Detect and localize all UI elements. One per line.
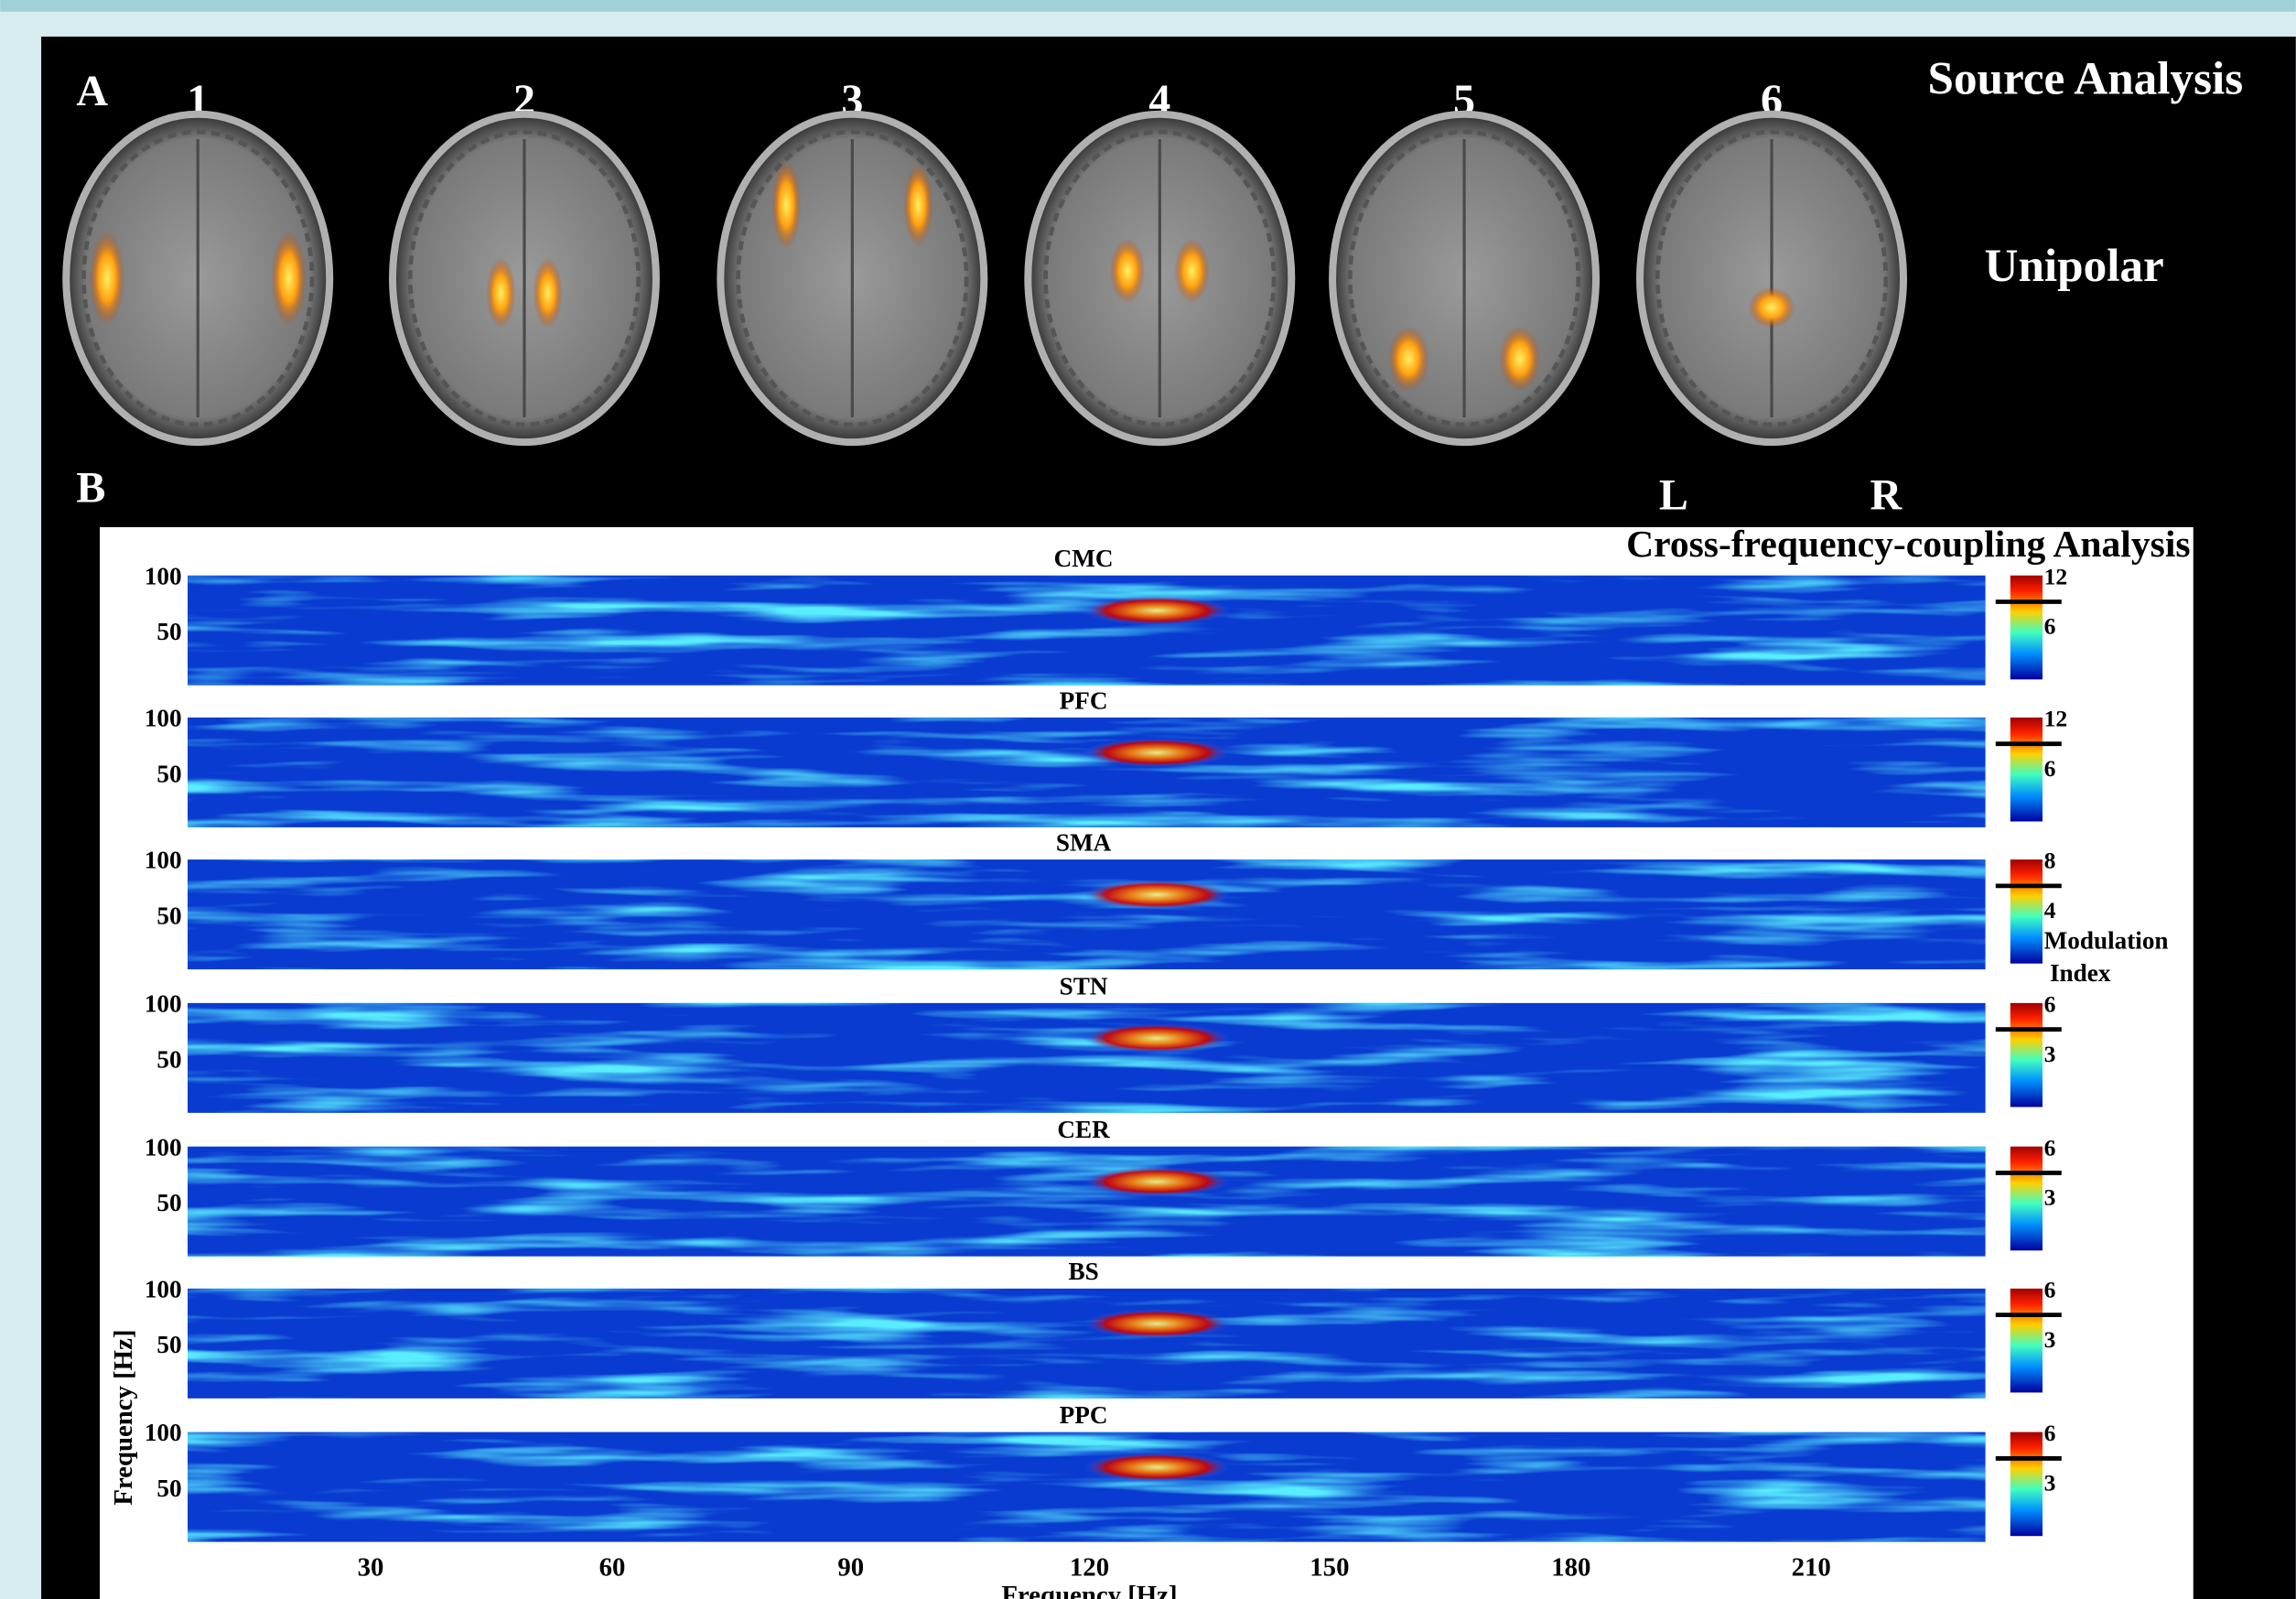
panel-title: Source Analysis — [1928, 52, 2244, 104]
orientation-label: R — [1870, 471, 1903, 520]
colorbar-tick-label: 12 — [2044, 563, 2068, 589]
colorbar — [2010, 859, 2043, 964]
x-tick-label: 210 — [1792, 1552, 1831, 1582]
y-tick-label: 50 — [156, 1045, 181, 1073]
y-tick-label: 50 — [156, 1189, 181, 1216]
colorbar — [2010, 1146, 2043, 1251]
activation-blob — [271, 231, 307, 326]
y-tick-label: 50 — [156, 902, 181, 929]
heatmap-texture — [188, 575, 1986, 686]
row-title: CER — [1057, 1116, 1110, 1143]
y-tick-label: 100 — [145, 562, 182, 589]
colorbar-label: Modulation — [2044, 927, 2169, 955]
y-tick-label: 50 — [156, 760, 181, 787]
activation-blob — [533, 257, 563, 329]
heatmap-texture — [188, 1146, 1986, 1257]
x-axis-label: Frequency [Hz] — [1001, 1581, 1177, 1599]
colorbar-tick-label: 6 — [2044, 1420, 2056, 1446]
heatmap-hotspot — [1083, 1167, 1231, 1197]
heatmap-hotspot — [1083, 1453, 1231, 1483]
colorbar — [2010, 575, 2043, 680]
x-tick-label: 90 — [837, 1552, 864, 1582]
panel-title: Cross-frequency-coupling Analysis — [1626, 523, 2190, 565]
activation-blob — [89, 231, 125, 326]
row-title: SMA — [1056, 828, 1112, 856]
heatmap-texture — [188, 717, 1986, 827]
colorbar-label: Index — [2050, 959, 2111, 987]
heatmap-texture — [188, 1432, 1986, 1542]
y-tick-label: 100 — [145, 1419, 182, 1446]
heatmap-texture — [188, 859, 1986, 970]
colorbar-tick-label: 8 — [2044, 848, 2056, 874]
panel-subtitle: Unipolar — [1985, 240, 2164, 292]
x-tick-label: 180 — [1551, 1552, 1590, 1582]
orientation-label: L — [1659, 471, 1688, 520]
y-tick-label: 100 — [145, 705, 182, 732]
colorbar-tick-label: 12 — [2044, 706, 2068, 732]
row-title: CMC — [1054, 545, 1114, 572]
brain-inner — [1043, 129, 1277, 427]
colorbar-tick-label: 4 — [2044, 897, 2056, 924]
colorbar-tick-label: 3 — [2044, 1184, 2056, 1211]
colorbar-tick-label: 6 — [2044, 613, 2056, 640]
y-tick-label: 100 — [145, 847, 182, 874]
activation-blob — [1748, 286, 1795, 329]
row-title: PPC — [1060, 1401, 1108, 1429]
panel-letter: B — [76, 464, 105, 513]
heatmap-texture — [188, 1288, 1986, 1399]
activation-blob — [1109, 238, 1146, 304]
y-tick-label: 100 — [145, 1133, 182, 1161]
row-title: PFC — [1060, 686, 1108, 714]
colorbar-tick-label: 3 — [2044, 1326, 2056, 1353]
y-tick-label: 50 — [156, 1331, 181, 1358]
brain-inner — [1655, 129, 1889, 427]
activation-blob — [486, 257, 516, 329]
y-tick-label: 100 — [145, 1275, 182, 1302]
y-tick-label: 50 — [156, 1475, 181, 1502]
colorbar-tick-label: 6 — [2044, 990, 2056, 1017]
heatmap-hotspot — [1083, 1309, 1231, 1339]
x-tick-label: 120 — [1070, 1552, 1109, 1582]
heatmap-hotspot — [1083, 880, 1231, 910]
colorbar-tick-label: 6 — [2044, 755, 2056, 782]
brain-inner — [81, 129, 315, 427]
activation-blob — [771, 160, 802, 249]
y-tick-label: 50 — [156, 618, 181, 645]
colorbar-tick-label: 3 — [2044, 1041, 2056, 1067]
colorbar — [2010, 717, 2043, 822]
x-tick-label: 60 — [599, 1552, 626, 1582]
y-tick-label: 100 — [145, 989, 182, 1017]
heatmap-hotspot — [1083, 738, 1231, 768]
brain-inner — [1347, 129, 1581, 427]
heatmap-hotspot — [1083, 1023, 1231, 1053]
colorbar-tick-label: 6 — [2044, 1134, 2056, 1161]
y-axis-label: Frequency [Hz] — [109, 1330, 138, 1506]
activation-blob — [903, 164, 933, 246]
activation-blob — [1387, 326, 1429, 392]
heatmap-texture — [188, 1002, 1986, 1113]
top-bar — [0, 0, 2296, 12]
colorbar — [2010, 1002, 2043, 1107]
brain-inner — [736, 129, 969, 427]
colorbar — [2010, 1288, 2043, 1393]
row-title: BS — [1068, 1258, 1098, 1285]
row-title: STN — [1060, 972, 1108, 999]
colorbar-tick-label: 3 — [2044, 1470, 2056, 1496]
activation-blob — [1499, 326, 1541, 392]
heatmap-hotspot — [1083, 596, 1231, 626]
x-tick-label: 30 — [358, 1552, 384, 1582]
brain-inner — [407, 129, 641, 427]
x-tick-label: 150 — [1310, 1552, 1349, 1582]
colorbar — [2010, 1432, 2043, 1537]
colorbar-tick-label: 6 — [2044, 1276, 2056, 1302]
activation-blob — [1174, 238, 1210, 304]
panel-letter: A — [76, 67, 108, 115]
